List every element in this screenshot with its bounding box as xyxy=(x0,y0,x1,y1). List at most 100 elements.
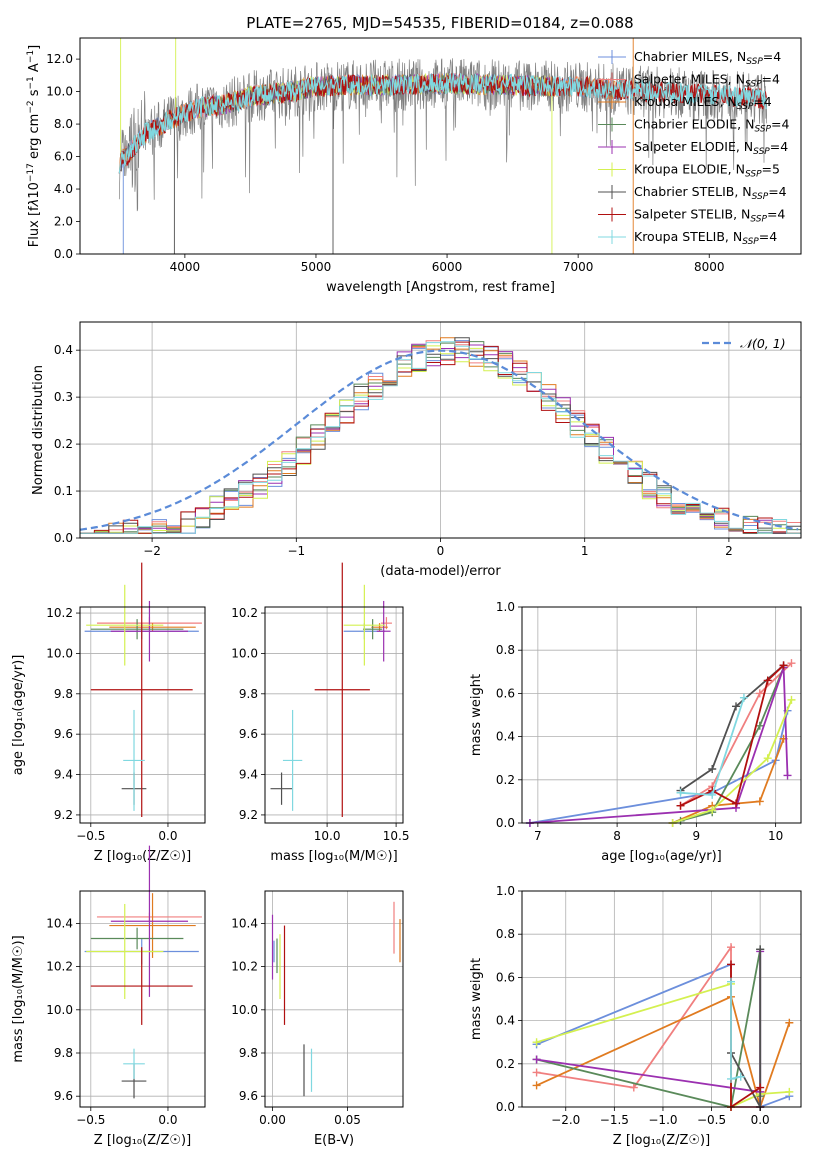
mass_vs_Z-xlabel: Z [log₁₀(Z/Z☉)] xyxy=(94,1133,191,1148)
residuals-axes: −2 −1 0 1 2 0.0 0.1 0.2 0.3 0.4 (data-model)/error… xyxy=(31,321,802,579)
residuals-xlabel: (data-model)/error xyxy=(380,564,501,579)
age_vs_Z-ytick-label: 10.2 xyxy=(46,606,73,620)
weight_vs_age-xtick-label: 9 xyxy=(693,829,701,843)
spectrum-ytick-label: 8.0 xyxy=(54,117,73,131)
spectrum-ytick-label: 2.0 xyxy=(54,215,73,229)
age_vs_Z-frame xyxy=(79,606,206,824)
weight_vs_Z-ytick-label: 0.8 xyxy=(496,927,515,941)
weight_vs_age-ytick-label: 1.0 xyxy=(496,600,515,614)
age_vs_Z-ytick-label: 9.4 xyxy=(54,768,73,782)
weight_vs_Z-axes: −2.0 −1.5 −1.0 −0.5 0.0 0.0 0.2 0.4 0.6 0.8 1.0 Z [… xyxy=(469,884,802,1148)
weight_vs_Z-ytick-label: 0.0 xyxy=(496,1100,515,1114)
age_vs_Z-xtick-label: 0.0 xyxy=(158,829,177,843)
spectrum-xtick-label: 5000 xyxy=(301,260,332,274)
weight_vs_Z-ytick-label: 0.4 xyxy=(496,1014,515,1028)
legend-label-chab_stelib: Chabrier STELIB, NSSP=4 xyxy=(634,184,787,202)
weight_vs_age-marker-salp_stelib xyxy=(763,676,772,685)
weight_vs_age-plot xyxy=(525,659,796,827)
mass_vs_Z-ytick-label: 10.0 xyxy=(46,1003,73,1017)
spectrum-legend: Chabrier MILES, NSSP=4 Salpeter MILES, NS… xyxy=(598,49,789,247)
spectrum-plot xyxy=(118,38,768,254)
weight_vs_age-marker-krou_elodie xyxy=(763,754,772,763)
spectrum-ytick-label: 12.0 xyxy=(46,52,73,66)
spectrum-xtick-label: 6000 xyxy=(432,260,463,274)
mass_vs_Z-frame xyxy=(79,890,206,1108)
weight_vs_age-marker-salp_stelib xyxy=(676,801,685,810)
mass_vs_Z-xtick-label: 0.0 xyxy=(158,1113,177,1127)
age_vs_mass-xtick-label: 10.0 xyxy=(314,829,341,843)
weight_vs_Z-frame xyxy=(521,890,802,1108)
spectrum-model-krou_stelib xyxy=(118,73,767,174)
weight_vs_age-marker-krou_elodie xyxy=(708,806,717,815)
age_vs_Z-ytick-label: 9.8 xyxy=(54,687,73,701)
weight_vs_Z-ytick-label: 1.0 xyxy=(496,884,515,898)
weight_vs_Z-ylabel: mass weight xyxy=(469,958,484,1040)
weight_vs_Z-marker-krou_stelib xyxy=(736,1072,745,1081)
residuals-ytick-label: 0.0 xyxy=(54,531,73,545)
age_vs_mass-ytick-label: 9.6 xyxy=(239,727,258,741)
weight_vs_Z-xtick-label: −1.0 xyxy=(648,1113,677,1127)
weight_vs_Z-line-salp_elodie xyxy=(536,951,762,1107)
spectrum-xtick-label: 7000 xyxy=(563,260,594,274)
age_vs_mass-frame xyxy=(264,606,404,824)
spectrum-ytick-label: 10.0 xyxy=(46,85,73,99)
weight_vs_Z-marker-salp_miles xyxy=(727,943,736,952)
weight_vs_Z-marker-krou_elodie xyxy=(532,1038,541,1047)
residuals-xtick-label: 1 xyxy=(581,544,589,558)
figure-title: PLATE=2765, MJD=54535, FIBERID=0184, z=0… xyxy=(246,14,633,32)
weight_vs_age-marker-salp_stelib xyxy=(732,799,741,808)
weight_vs_age-marker-krou_elodie xyxy=(787,695,796,704)
age_vs_Z-ylabel: age [log₁₀(age/yr)] xyxy=(11,655,26,776)
residuals-plot xyxy=(80,337,801,534)
weight_vs_age-line-chab_miles xyxy=(529,710,789,824)
age_vs_mass-ytick-label: 10.2 xyxy=(231,606,258,620)
age_vs_mass-ytick-label: 9.4 xyxy=(239,768,258,782)
weight_vs_age-axes: 7 8 9 10 0.0 0.2 0.4 0.6 0.8 1.0 age [log₁₀(age/yr… xyxy=(469,600,802,864)
mass_vs_ebv-grid xyxy=(265,891,403,1107)
spectrum-ytick-label: 0.0 xyxy=(54,247,73,261)
weight_vs_Z-marker-krou_stelib xyxy=(727,1074,736,1083)
weight_vs_age-line-krou_miles xyxy=(672,738,785,824)
weight_vs_Z-xtick-label: −0.5 xyxy=(697,1113,726,1127)
residuals-ylabel: Normed distribution xyxy=(31,365,46,495)
weight_vs_age-ylabel: mass weight xyxy=(469,674,484,756)
weight_vs_age-xtick-label: 8 xyxy=(613,829,621,843)
mass_vs_Z-ytick-label: 10.4 xyxy=(46,916,73,930)
weight_vs_age-line-salp_elodie xyxy=(529,667,789,824)
age_vs_Z-grid xyxy=(80,607,205,823)
mass_vs_ebv-ytick-label: 10.4 xyxy=(231,916,258,930)
age_vs_mass-grid xyxy=(265,607,403,823)
spectrum-ytick-label: 6.0 xyxy=(54,150,73,164)
weight_vs_Z-marker-salp_miles xyxy=(532,1068,541,1077)
weight_vs_age-marker-krou_stelib xyxy=(708,790,717,799)
residuals-xtick-label: 0 xyxy=(437,544,445,558)
age_vs_mass-ytick-label: 9.2 xyxy=(239,808,258,822)
mass_vs_ebv-ytick-label: 9.8 xyxy=(239,1046,258,1060)
weight_vs_Z-line-krou_miles xyxy=(536,995,791,1111)
age_vs_mass-plot xyxy=(270,562,392,817)
age_vs_Z-plot xyxy=(84,562,202,817)
residuals-xtick-label: −2 xyxy=(143,544,161,558)
age_vs_Z-xtick-label: −0.5 xyxy=(76,829,105,843)
mass_vs_ebv-xtick-label: 0.05 xyxy=(334,1113,361,1127)
age_vs_Z-ytick-label: 10.0 xyxy=(46,646,73,660)
weight_vs_age-marker-krou_miles xyxy=(755,797,764,806)
residuals-ytick-label: 0.1 xyxy=(54,484,73,498)
weight_vs_age-line-salp_miles xyxy=(680,662,793,807)
weight_vs_Z-marker-krou_stelib xyxy=(727,977,736,986)
weight_vs_age-xlabel: age [log₁₀(age/yr)] xyxy=(601,849,722,864)
weight_vs_age-ytick-label: 0.6 xyxy=(496,686,515,700)
weight_vs_age-marker-salp_miles xyxy=(787,659,796,668)
residuals-frame xyxy=(79,321,802,539)
weight_vs_Z-marker-salp_miles xyxy=(629,1083,638,1092)
mass_vs_Z-ytick-label: 10.2 xyxy=(46,960,73,974)
weight_vs_age-ytick-label: 0.2 xyxy=(496,773,515,787)
age_vs_Z-ytick-label: 9.6 xyxy=(54,727,73,741)
mass_vs_Z-ylabel: mass [log₁₀(M/M☉)] xyxy=(11,935,26,1062)
age_vs_mass-ytick-label: 10.0 xyxy=(231,646,258,660)
weight_vs_age-marker-krou_stelib xyxy=(739,693,748,702)
weight_vs_age-marker-chab_stelib xyxy=(708,765,717,773)
age_vs_mass-ytick-label: 9.8 xyxy=(239,687,258,701)
weight_vs_Z-line-chab_elodie xyxy=(536,949,762,1109)
